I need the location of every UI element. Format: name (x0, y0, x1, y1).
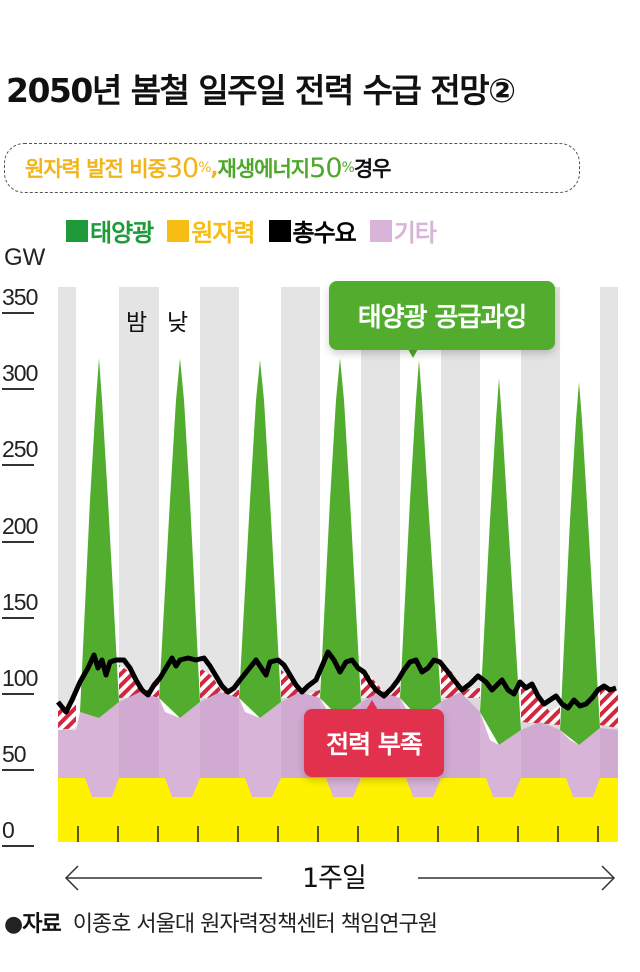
shortage-callout-pointer (366, 700, 378, 710)
y-tick-350: 350 (2, 284, 38, 310)
subtitle-nuclear-text: 원자력 발전 비중 (25, 157, 167, 181)
source-note: ●자료 이종호 서울대 원자력정책센터 책임연구원 (4, 906, 438, 938)
y-tick-100: 100 (2, 665, 38, 691)
subtitle-renewable-value: 50 (309, 152, 342, 184)
y-tick-200: 200 (2, 513, 38, 539)
y-tick-line (2, 845, 34, 847)
y-tick-line (2, 693, 34, 695)
y-tick-line (2, 464, 34, 466)
legend-label-demand: 총수요 (292, 219, 357, 247)
legend-swatch-solar (66, 219, 88, 242)
legend-item-demand: 총수요 (268, 213, 357, 248)
x-ticks (77, 826, 599, 842)
night-label: 밤 (126, 310, 148, 336)
y-tick-300: 300 (2, 360, 38, 386)
y-tick-line (2, 312, 34, 314)
legend-label-nuclear: 원자력 (191, 219, 255, 247)
subtitle-nuclear-unit: % (198, 160, 211, 176)
legend-item-nuclear: 원자력 (167, 213, 256, 248)
page-title: 2050년 봄철 일주일 전력 수급 전망② (6, 71, 516, 110)
demand-line (56, 649, 617, 715)
day-label: 낮 (167, 310, 189, 336)
legend-label-solar: 태양광 (90, 219, 154, 247)
subtitle-nuclear-value: 30 (165, 152, 199, 184)
y-tick-250: 250 (2, 436, 38, 462)
subtitle-case-text: 경우 (353, 157, 392, 181)
y-tick-line (2, 541, 34, 543)
chart-legend: 태양광 원자력 총수요 기타 (66, 213, 437, 248)
y-tick-line (2, 388, 34, 390)
power-shortage-callout: 전력 부족 (304, 709, 444, 777)
legend-label-other: 기타 (393, 219, 437, 247)
subtitle-comma: , (210, 156, 219, 180)
y-tick-line (2, 769, 34, 771)
y-tick-0: 0 (2, 817, 15, 843)
x-axis-arrow (64, 865, 616, 891)
solar-surplus-callout: 태양광 공급과잉 (329, 281, 555, 350)
subtitle-renewable-text: 재생에너지 (217, 157, 311, 181)
legend-item-solar: 태양광 (66, 213, 154, 248)
y-tick-50: 50 (2, 741, 27, 767)
legend-swatch-other (369, 219, 392, 242)
y-tick-line (2, 617, 34, 619)
y-tick-150: 150 (2, 589, 38, 615)
source-text: 이종호 서울대 원자력정책센터 책임연구원 (72, 912, 438, 937)
source-label: 자료 (22, 912, 61, 937)
bullet-icon: ● (4, 912, 23, 937)
subtitle-renewable-unit: % (341, 160, 355, 176)
scenario-subtitle: 원자력 발전 비중 30 % , 재생에너지 50 % 경우 (4, 143, 580, 193)
legend-swatch-nuclear (167, 219, 190, 242)
legend-item-other: 기타 (369, 213, 437, 248)
surplus-callout-pointer (408, 349, 418, 358)
legend-swatch-demand (268, 219, 291, 242)
x-axis-label: 1주일 (290, 856, 378, 895)
y-axis-unit: GW (4, 244, 46, 271)
solar-area (80, 358, 600, 745)
